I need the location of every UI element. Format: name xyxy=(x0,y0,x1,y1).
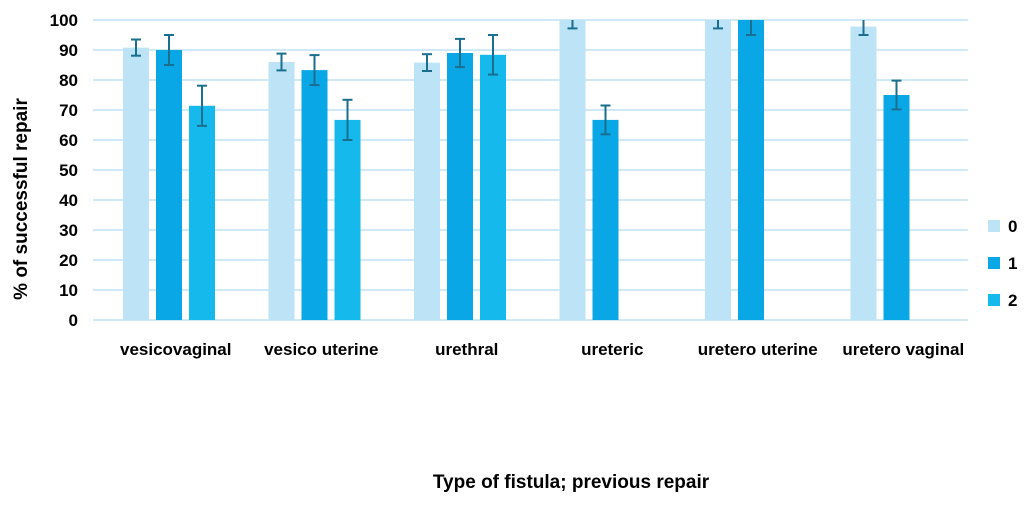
y-tick-label: 100 xyxy=(50,11,78,30)
bar-series-2-0 xyxy=(189,105,215,320)
x-axis-categories: vesicovaginal vesico uterine urethral urete… xyxy=(120,340,964,359)
x-category-label: ureteric xyxy=(581,340,643,359)
legend: 0 1 2 xyxy=(988,217,1017,310)
bar-series-1-0 xyxy=(156,50,182,320)
legend-label: 1 xyxy=(1008,254,1017,273)
bar-series-0-0 xyxy=(123,47,149,320)
y-tick-label: 70 xyxy=(59,101,78,120)
bar-series-1-3 xyxy=(592,119,619,321)
bar-series-1-1 xyxy=(301,70,328,320)
error-bars xyxy=(131,20,902,141)
bar-series-1-4 xyxy=(738,20,764,320)
y-tick-label: 60 xyxy=(59,131,78,150)
x-category-label: urethral xyxy=(435,340,498,359)
legend-label: 0 xyxy=(1008,217,1017,236)
y-tick-label: 20 xyxy=(59,251,78,270)
x-category-label: vesico uterine xyxy=(264,340,378,359)
y-tick-label: 0 xyxy=(69,311,78,330)
bar-series-2-1 xyxy=(334,119,361,321)
legend-swatch-1 xyxy=(988,257,1000,269)
bar-series-2-2 xyxy=(480,54,506,321)
y-axis-ticks: 0 10 20 30 40 50 60 70 80 90 100 xyxy=(50,11,78,330)
y-tick-label: 10 xyxy=(59,281,78,300)
x-axis-title: Type of fistula; previous repair xyxy=(433,472,710,493)
bar-series-0-1 xyxy=(268,62,295,320)
bar-series-0-5 xyxy=(850,26,877,320)
bar-series-1-5 xyxy=(883,95,910,320)
legend-swatch-0 xyxy=(988,220,1000,232)
y-axis-title: % of successful repair xyxy=(11,98,32,300)
bar-series-0-2 xyxy=(414,62,440,320)
y-tick-label: 50 xyxy=(59,161,78,180)
bars xyxy=(123,20,910,321)
legend-label: 2 xyxy=(1008,291,1017,310)
x-category-label: uretero vaginal xyxy=(842,340,964,359)
bar-series-0-3 xyxy=(559,20,586,320)
bar-series-0-4 xyxy=(705,20,731,320)
y-tick-label: 40 xyxy=(59,191,78,210)
x-category-label: uretero uterine xyxy=(698,340,818,359)
y-tick-label: 90 xyxy=(59,41,78,60)
bar-series-1-2 xyxy=(447,53,473,320)
grid-lines xyxy=(93,19,968,321)
y-tick-label: 80 xyxy=(59,71,78,90)
legend-swatch-2 xyxy=(988,294,1000,306)
x-category-label: vesicovaginal xyxy=(120,340,232,359)
y-tick-label: 30 xyxy=(59,221,78,240)
